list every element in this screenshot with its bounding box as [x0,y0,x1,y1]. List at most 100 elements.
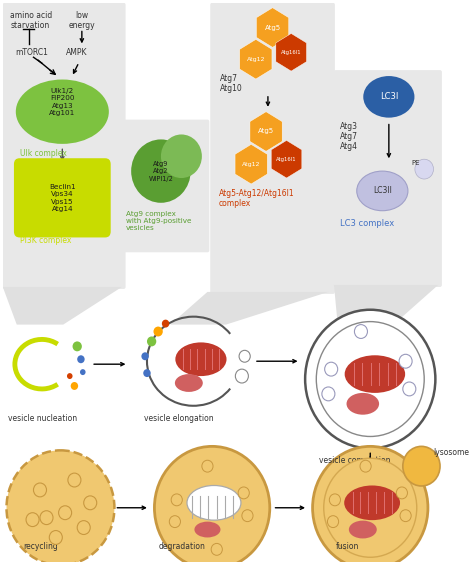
Text: Atg12: Atg12 [246,56,265,62]
Circle shape [316,321,424,437]
Circle shape [329,494,340,506]
Text: LC3II: LC3II [373,186,392,195]
Polygon shape [276,33,307,71]
Text: vesicle elongation: vesicle elongation [144,414,214,423]
FancyBboxPatch shape [334,70,442,287]
Ellipse shape [345,355,405,393]
Circle shape [162,320,169,328]
Circle shape [141,353,149,360]
FancyBboxPatch shape [3,3,126,289]
Circle shape [161,134,202,178]
Polygon shape [271,141,302,178]
Text: AMPK: AMPK [66,49,88,57]
Polygon shape [256,8,289,47]
Ellipse shape [194,521,220,537]
Text: Atg9
Atg2
WIPI1/2: Atg9 Atg2 WIPI1/2 [148,160,173,181]
FancyBboxPatch shape [210,3,335,294]
Text: low
energy: low energy [69,11,95,30]
Text: Atg5-Atg12/Atg16l1
complex: Atg5-Atg12/Atg16l1 complex [219,189,294,208]
Text: amino acid
starvation: amino acid starvation [10,11,53,30]
Text: Ulk complex: Ulk complex [19,149,66,158]
Text: Atg7
Atg10: Atg7 Atg10 [219,74,242,93]
Circle shape [324,458,417,557]
Circle shape [355,324,367,338]
Ellipse shape [16,80,109,144]
Circle shape [40,511,53,524]
Circle shape [67,373,73,379]
Circle shape [238,487,249,499]
Ellipse shape [175,374,203,392]
Circle shape [131,140,191,203]
Circle shape [49,531,62,545]
Text: Atg16l1: Atg16l1 [281,50,301,55]
Polygon shape [334,285,438,324]
Text: lysosome: lysosome [434,449,470,457]
Circle shape [242,510,253,521]
Text: Atg5: Atg5 [258,128,274,134]
Text: PI3K complex: PI3K complex [19,237,71,245]
Text: Atg9 complex
with Atg9-positive
vesicles: Atg9 complex with Atg9-positive vesicles [126,211,191,231]
Circle shape [360,460,371,472]
Ellipse shape [349,520,377,538]
Polygon shape [170,292,328,324]
FancyBboxPatch shape [122,120,210,253]
Circle shape [211,544,222,555]
Circle shape [400,510,411,521]
Text: LC3I: LC3I [380,92,398,101]
Circle shape [236,369,248,383]
Text: Atg12: Atg12 [242,162,260,167]
Polygon shape [240,40,272,79]
Text: degradation: degradation [159,542,206,551]
Ellipse shape [344,485,400,520]
Circle shape [80,369,86,375]
Circle shape [403,382,416,396]
Circle shape [34,483,46,497]
Circle shape [26,512,39,527]
Circle shape [71,382,78,390]
Ellipse shape [187,485,241,520]
Ellipse shape [357,171,408,211]
Circle shape [171,494,182,506]
Text: fusion: fusion [335,542,359,551]
Circle shape [147,337,156,346]
Circle shape [77,520,90,534]
Circle shape [73,341,82,351]
Text: Beclin1
Vps34
Vps15
Atg14: Beclin1 Vps34 Vps15 Atg14 [49,184,76,212]
Circle shape [415,159,434,179]
Text: Atg3
Atg7
Atg4: Atg3 Atg7 Atg4 [339,121,357,151]
Circle shape [154,327,163,337]
Circle shape [77,355,85,363]
Circle shape [312,446,428,565]
Circle shape [403,446,440,486]
Circle shape [84,496,97,510]
Circle shape [396,487,408,499]
Text: Ulk1/2
FIP200
Atg13
Atg101: Ulk1/2 FIP200 Atg13 Atg101 [49,88,75,116]
Circle shape [68,473,81,487]
Text: LC3 complex: LC3 complex [339,219,394,228]
Circle shape [143,369,151,377]
Ellipse shape [175,342,227,376]
Circle shape [169,516,181,528]
Circle shape [202,460,213,472]
Ellipse shape [346,393,379,415]
Circle shape [399,354,412,368]
Text: Atg16l1: Atg16l1 [276,157,297,162]
Polygon shape [250,112,282,151]
Text: PE: PE [411,160,419,166]
Circle shape [155,446,270,565]
Text: Atg5: Atg5 [264,24,281,31]
Ellipse shape [363,76,414,118]
Circle shape [59,506,72,520]
Text: recycling: recycling [23,542,58,551]
Polygon shape [235,145,267,184]
Circle shape [328,516,338,528]
Polygon shape [3,287,122,324]
FancyBboxPatch shape [14,158,111,237]
Circle shape [325,362,337,376]
Circle shape [239,350,250,362]
Text: vesicle nucleation: vesicle nucleation [9,414,77,423]
Text: mTORC1: mTORC1 [15,49,48,57]
Circle shape [7,450,114,565]
Text: vesicle completion: vesicle completion [319,457,391,465]
Circle shape [305,310,436,449]
